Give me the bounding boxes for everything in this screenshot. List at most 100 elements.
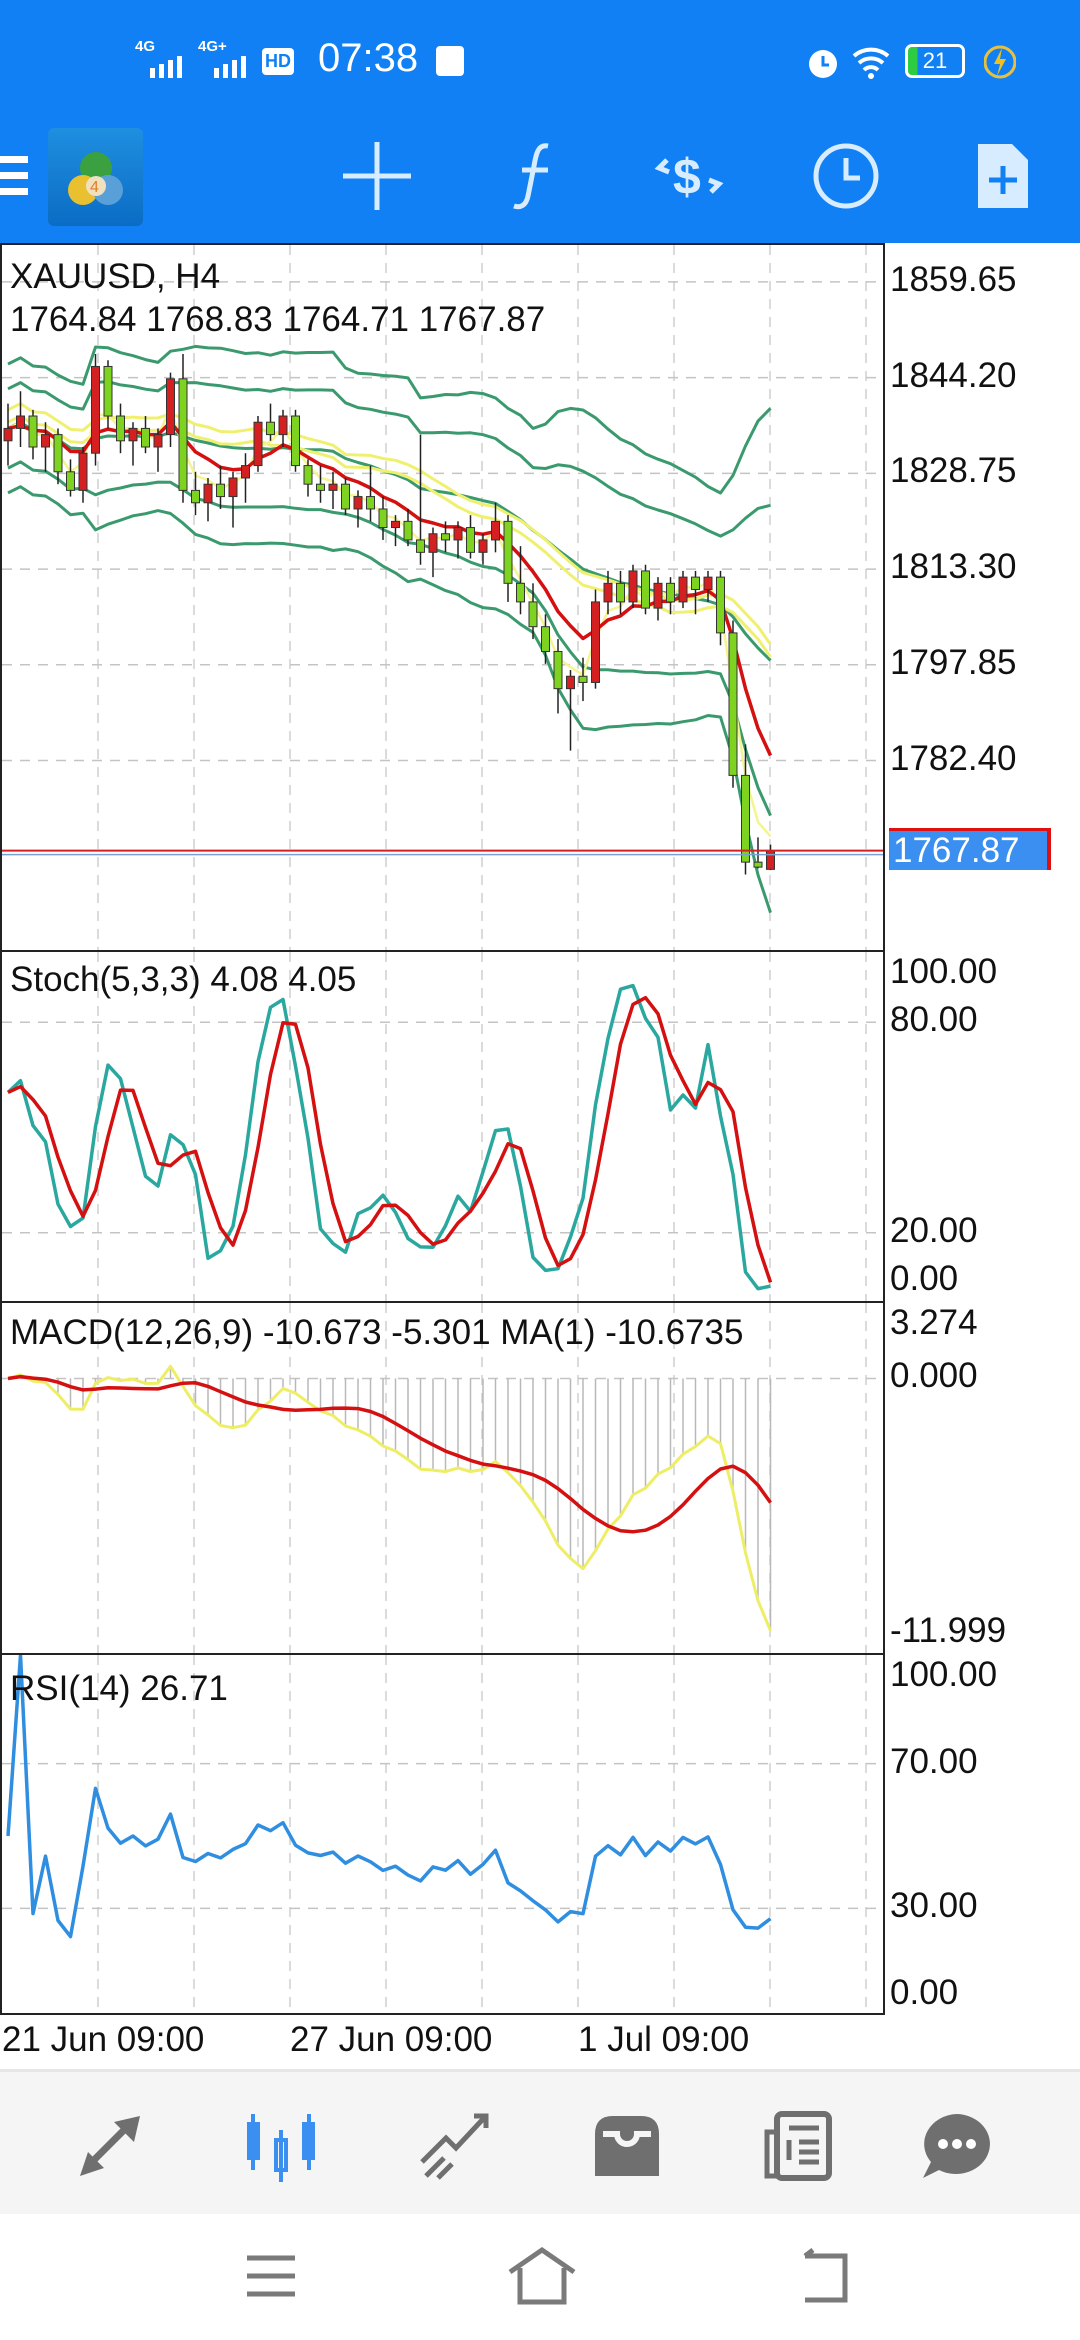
bollinger-band-line	[7, 380, 771, 538]
macd-title: MACD(12,26,9) -10.673 -5.301 MA(1) -10.6…	[10, 1313, 744, 1352]
candle	[478, 539, 488, 553]
candle	[253, 421, 263, 467]
axis-tick-label: 1813.30	[890, 547, 1017, 587]
candle	[28, 415, 38, 448]
candle	[53, 434, 63, 473]
candle	[128, 427, 138, 442]
candle	[741, 774, 750, 863]
bollinger-band-line	[7, 460, 772, 817]
stochastic-title: Stoch(5,3,3) 4.08 4.05	[10, 960, 357, 999]
nav-trade[interactable]	[418, 2110, 490, 2182]
candle	[228, 477, 238, 498]
candle	[178, 378, 188, 491]
chart-symbol-title: XAUUSD, H4	[10, 257, 221, 296]
candle	[203, 483, 213, 504]
candle	[353, 496, 363, 510]
nav-history[interactable]	[591, 2110, 663, 2182]
candle	[428, 533, 438, 553]
time-label: 21 Jun 09:00	[2, 2020, 205, 2059]
axis-tick-label: 1859.65	[890, 259, 1017, 299]
axis-tick-label: 0.00	[890, 1259, 959, 1298]
notification-icon	[436, 46, 464, 76]
app-logo: 4	[48, 128, 143, 226]
axis-tick-label: 70.00	[890, 1741, 978, 1781]
trade-button[interactable]: $	[653, 140, 725, 212]
candle	[753, 861, 763, 868]
candle	[666, 582, 675, 603]
app-header: 4G 4G+ HD 07:38 21 4 $	[0, 0, 1080, 243]
timeframe-button[interactable]	[810, 140, 882, 212]
nav-chart[interactable]	[245, 2110, 317, 2182]
candle	[103, 365, 113, 417]
new-order-icon	[978, 144, 1028, 208]
system-home-icon[interactable]	[506, 2246, 578, 2306]
candle	[441, 533, 450, 541]
candle	[728, 632, 738, 776]
stochastic-pane[interactable]: Stoch(5,3,3) 4.08 4.05	[0, 950, 885, 1301]
axis-tick-label: 1844.20	[890, 355, 1017, 395]
candle	[403, 520, 413, 541]
nav-messages[interactable]	[921, 2110, 993, 2182]
indicators-button[interactable]	[498, 140, 570, 212]
candle	[16, 415, 25, 429]
nav-quotes[interactable]	[74, 2110, 146, 2182]
axis-tick-label: 100.00	[890, 1655, 998, 1694]
candle	[603, 582, 613, 603]
ohlc-readout: 1764.84 1768.83 1764.71 1767.87	[10, 300, 546, 339]
candle	[141, 427, 150, 448]
bottom-navigation	[0, 2069, 1080, 2214]
candle	[366, 496, 375, 510]
axis-tick-label: 0.000	[890, 1356, 978, 1396]
menu-icon[interactable]	[0, 150, 30, 200]
candle	[566, 675, 575, 690]
candle	[616, 582, 625, 603]
clock-icon	[813, 143, 879, 209]
moving-average-yellow	[7, 414, 772, 658]
candlestick-icon	[247, 2114, 315, 2182]
system-menu-icon[interactable]	[241, 2246, 301, 2306]
new-order-button[interactable]	[966, 140, 1038, 212]
candle	[266, 421, 275, 436]
candle	[91, 365, 100, 454]
candle	[191, 489, 200, 504]
signal-bars-icon	[150, 56, 182, 78]
crosshair-button[interactable]	[341, 140, 413, 212]
axis-tick-label: 30.00	[890, 1886, 978, 1926]
candle	[3, 427, 13, 442]
axis-tick-label: 20.00	[890, 1210, 978, 1250]
wifi-icon	[852, 47, 890, 79]
candle	[66, 471, 75, 491]
candle	[303, 465, 313, 485]
axis-tick-label: 0.00	[890, 1973, 959, 2012]
price-chart	[2, 245, 883, 950]
candle	[328, 483, 338, 491]
axis-tick-label: 1797.85	[890, 642, 1017, 682]
time-label: 27 Jun 09:00	[290, 2020, 493, 2059]
macd-signal-line	[7, 1374, 772, 1534]
candle	[541, 626, 550, 652]
bollinger-band-line	[7, 344, 772, 495]
candle	[691, 576, 700, 591]
system-back-icon[interactable]	[793, 2246, 853, 2306]
rsi-chart	[2, 1655, 883, 2013]
rsi-pane[interactable]: RSI(14) 26.71	[0, 1653, 885, 2015]
charging-icon	[984, 45, 1016, 79]
macd-pane[interactable]: MACD(12,26,9) -10.673 -5.301 MA(1) -10.6…	[0, 1301, 885, 1653]
inbox-icon	[595, 2116, 659, 2176]
nav-news[interactable]	[763, 2110, 835, 2182]
candle	[78, 452, 88, 491]
candle	[553, 650, 563, 690]
bollinger-band-line	[7, 485, 772, 914]
price-chart-pane[interactable]: XAUUSD, H4 1764.84 1768.83 1764.71 1767.…	[0, 243, 885, 950]
signal-bars-icon	[214, 56, 246, 78]
svg-text:4: 4	[90, 179, 99, 196]
candle	[378, 508, 388, 529]
clock: 07:38	[318, 36, 419, 80]
candle	[153, 434, 163, 448]
rsi-line	[6, 1655, 772, 1939]
candle	[466, 527, 475, 553]
candle	[528, 601, 538, 628]
candle	[416, 539, 425, 553]
candle	[391, 520, 400, 529]
stochastic-main-line	[6, 983, 771, 1291]
